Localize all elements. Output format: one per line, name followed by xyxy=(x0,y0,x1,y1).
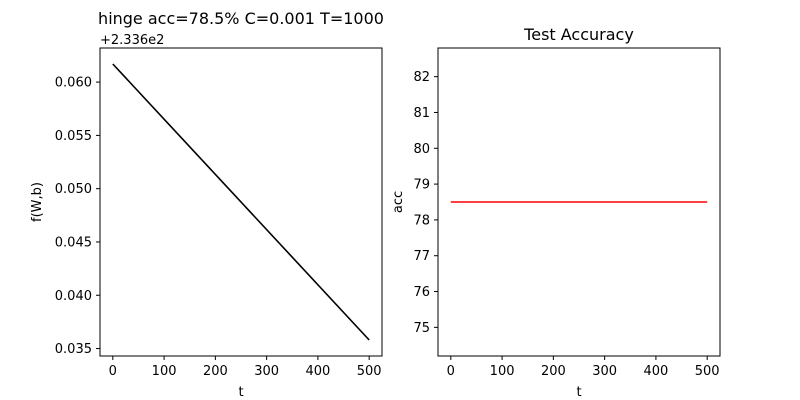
accuracy-chart-x-tick-label: 300 xyxy=(592,364,617,379)
accuracy-chart-y-tick-label: 80 xyxy=(413,142,430,157)
loss-chart-x-tick-label: 500 xyxy=(357,364,382,379)
loss-chart-y-tick-label: 0.055 xyxy=(55,129,92,144)
accuracy-chart-y-ticks: 75 76 77 78 79 80 81 82 xyxy=(413,70,438,336)
accuracy-chart-y-tick-label: 77 xyxy=(413,249,430,264)
loss-chart-x-ticks: 0 100 200 300 400 500 xyxy=(109,356,382,379)
loss-chart-y-tick-label: 0.040 xyxy=(55,289,92,304)
accuracy-chart-x-ticks: 0 100 200 300 400 500 xyxy=(447,356,720,379)
loss-chart-y-tick-label: 0.050 xyxy=(55,182,92,197)
accuracy-chart-y-tick-label: 81 xyxy=(413,106,430,121)
accuracy-chart-plot-area xyxy=(437,47,721,357)
loss-chart-y-offset: +2.336e2 xyxy=(100,33,164,48)
loss-chart-title: hinge acc=78.5% C=0.001 T=1000 xyxy=(98,9,384,28)
loss-chart-y-tick-label: 0.045 xyxy=(55,235,92,250)
loss-chart-series xyxy=(112,63,370,341)
accuracy-chart-x-tick-label: 200 xyxy=(541,364,566,379)
loss-chart-y-ticks: 0.035 0.040 0.045 0.050 0.055 0.060 xyxy=(55,76,100,357)
accuracy-chart-y-tick-label: 78 xyxy=(413,213,430,228)
loss-chart-x-tick-label: 400 xyxy=(305,364,330,379)
loss-chart-series-line xyxy=(112,63,370,341)
accuracy-chart-x-tick-label: 500 xyxy=(695,364,720,379)
accuracy-chart-y-tick-label: 76 xyxy=(413,285,430,300)
loss-chart-x-tick-label: 200 xyxy=(203,364,228,379)
accuracy-chart-x-tick-label: 400 xyxy=(643,364,668,379)
accuracy-chart-y-tick-label: 75 xyxy=(413,321,430,336)
accuracy-chart-x-tick-label: 100 xyxy=(490,364,515,379)
loss-chart-plot-area xyxy=(99,47,383,357)
loss-chart-x-tick-label: 300 xyxy=(254,364,279,379)
loss-chart-ylabel: f(W,b) xyxy=(30,182,45,222)
accuracy-chart-y-tick-label: 82 xyxy=(413,70,430,85)
loss-chart: hinge acc=78.5% C=0.001 T=1000 +2.336e2 … xyxy=(30,9,384,400)
accuracy-chart: Test Accuracy 0 100 200 300 400 500 757677787… xyxy=(391,25,721,400)
accuracy-chart-y-tick-label: 79 xyxy=(413,178,430,193)
accuracy-chart-xlabel: t xyxy=(576,385,581,400)
loss-chart-x-tick-label: 0 xyxy=(109,364,117,379)
accuracy-chart-title: Test Accuracy xyxy=(523,25,634,44)
accuracy-chart-ylabel: acc xyxy=(391,191,406,213)
loss-chart-y-tick-label: 0.060 xyxy=(55,76,92,91)
loss-chart-x-tick-label: 100 xyxy=(152,364,177,379)
loss-chart-xlabel: t xyxy=(238,385,243,400)
loss-chart-y-tick-label: 0.035 xyxy=(55,342,92,357)
accuracy-chart-x-tick-label: 0 xyxy=(447,364,455,379)
